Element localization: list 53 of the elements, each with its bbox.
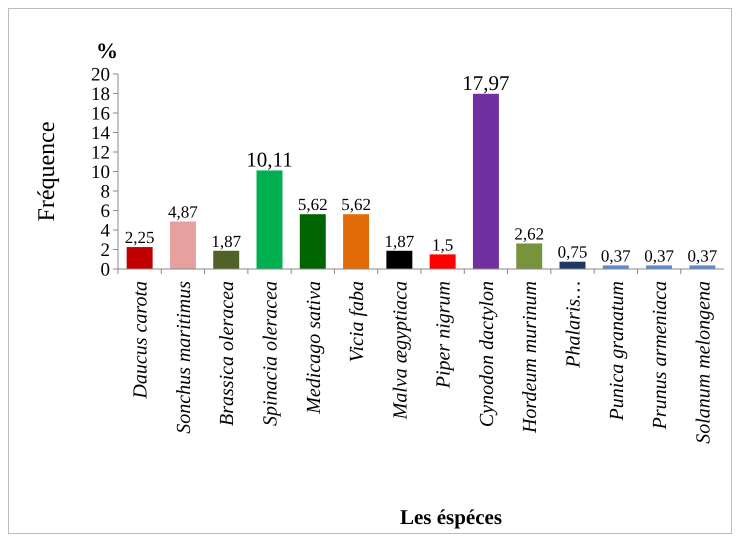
bar (256, 170, 282, 269)
data-label: 0,37 (687, 246, 718, 266)
bar (343, 214, 370, 269)
data-label: 1,5 (432, 235, 454, 254)
x-tick-label: Piper nigrum (432, 281, 455, 390)
bar (560, 262, 586, 269)
data-label: 1,87 (211, 232, 242, 251)
x-tick-label: Spinacia oleracea (260, 281, 282, 426)
y-tick-label: 10 (91, 162, 110, 184)
y-tick-label: 0 (100, 260, 110, 281)
y-tick-label: 14 (91, 123, 110, 144)
data-label: 5,62 (341, 195, 371, 214)
x-tick-label: Medicago sativa (302, 281, 325, 415)
y-tick-label: 6 (100, 201, 110, 222)
x-tick-label: Phalaris… (562, 281, 584, 369)
x-tick-label: Vicia faba (346, 281, 368, 362)
x-tick-label: Punica granatum (606, 281, 628, 422)
y-tick-label: 20 (91, 64, 110, 86)
data-label: 2,62 (514, 224, 544, 244)
x-tick-label: Prunus armeniaca (649, 281, 672, 430)
data-label: 4,87 (168, 202, 198, 222)
x-tick-label: Cynodon dactylon (476, 281, 498, 428)
data-label: 0,75 (558, 242, 588, 262)
data-label: 17,97 (462, 70, 510, 95)
x-tick-label: Solanum melongena (692, 281, 714, 444)
x-tick-label: Brassica oleracea (216, 281, 238, 426)
y-tick-label: 2 (100, 240, 110, 262)
bar (430, 254, 456, 269)
bar (126, 247, 153, 269)
data-label: 5,62 (298, 195, 328, 214)
bar (386, 250, 412, 269)
x-axis-title: Les éspéces (400, 505, 502, 529)
y-tick-label: 18 (91, 84, 110, 106)
data-label: 0,37 (600, 246, 632, 266)
y-tick-label: 8 (100, 182, 110, 203)
data-label: 0,37 (644, 246, 674, 266)
y-tick-label: 4 (100, 220, 110, 242)
y-tick-label: 16 (91, 104, 110, 125)
data-label: 1,87 (384, 232, 415, 251)
x-tick-label: Sonchus maritimus (172, 280, 195, 434)
text: % (96, 38, 118, 63)
x-tick-label: Malva ægyptiaca (389, 281, 412, 420)
data-label: 10,11 (246, 147, 293, 172)
bar (170, 222, 196, 269)
y-axis-title: Fréquence (34, 122, 60, 222)
bar (472, 94, 499, 269)
bar (516, 243, 542, 269)
data-label: 2,25 (124, 228, 155, 248)
x-tick-label: Daucus carota (130, 281, 152, 400)
y-tick-label: 12 (91, 142, 110, 164)
x-tick-label: Hordeum murinum (519, 281, 542, 434)
bar (213, 250, 240, 269)
bar (300, 214, 326, 269)
